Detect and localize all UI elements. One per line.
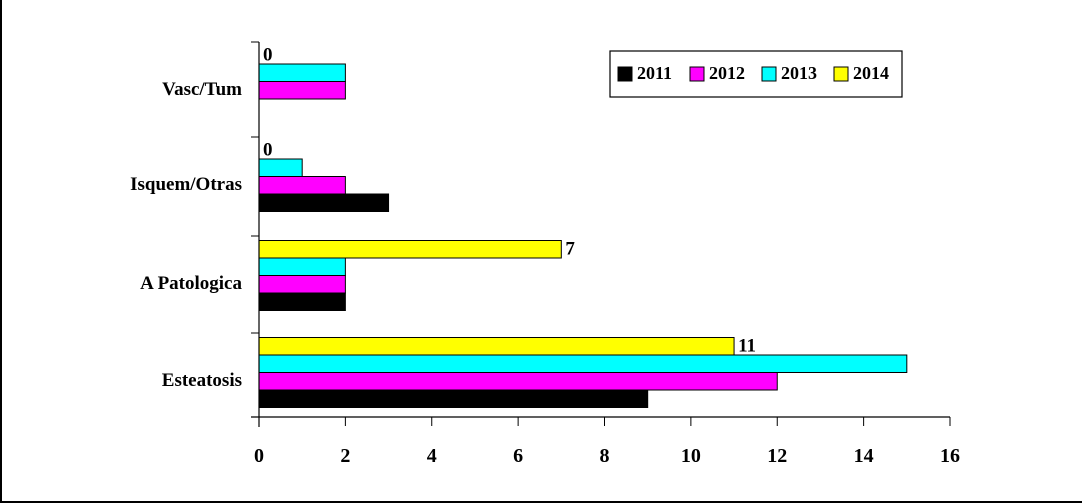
category-label-esteatosis: Esteatosis xyxy=(162,370,242,391)
legend-label-2014: 2014 xyxy=(853,63,889,83)
bar-esteatosis-2014 xyxy=(258,337,735,356)
data-label-isquem-otras: 0 xyxy=(263,140,273,161)
bar-vasc-tum-2012 xyxy=(258,81,346,100)
x-tick-label-2: 2 xyxy=(340,445,350,467)
legend-swatch-2014 xyxy=(833,66,849,82)
category-label-vasc-tum: Vasc/Tum xyxy=(162,79,242,100)
bar-a-patologica-2013 xyxy=(258,257,346,276)
bar-a-patologica-2014 xyxy=(258,240,562,259)
legend-label-2013: 2013 xyxy=(781,63,817,83)
bar-vasc-tum-2013 xyxy=(258,63,346,82)
x-tick-label-8: 8 xyxy=(600,445,610,467)
data-label-a-patologica: 7 xyxy=(565,239,575,260)
legend-label-2011: 2011 xyxy=(637,63,672,83)
legend-box xyxy=(609,50,903,98)
bar-a-patologica-2012 xyxy=(258,275,346,294)
bar-isquem-otras-2013 xyxy=(258,158,303,177)
x-tick-label-4: 4 xyxy=(427,445,437,467)
bar-isquem-otras-2011 xyxy=(258,193,390,212)
bar-esteatosis-2012 xyxy=(258,372,778,391)
x-tick-label-0: 0 xyxy=(254,445,264,467)
bar-esteatosis-2011 xyxy=(258,389,649,408)
legend-swatch-2011 xyxy=(617,66,633,82)
legend-swatch-2013 xyxy=(761,66,777,82)
data-label-esteatosis: 11 xyxy=(738,336,756,357)
x-tick-label-12: 12 xyxy=(767,445,787,467)
category-label-a-patologica: A Patologica xyxy=(140,273,242,294)
bar-esteatosis-2013 xyxy=(258,354,908,373)
x-tick-label-10: 10 xyxy=(681,445,701,467)
bar-a-patologica-2011 xyxy=(258,292,346,311)
data-label-vasc-tum: 0 xyxy=(263,45,273,66)
bar-isquem-otras-2012 xyxy=(258,176,346,195)
category-label-isquem-otras: Isquem/Otras xyxy=(130,174,242,195)
x-tick-label-14: 14 xyxy=(854,445,874,467)
legend-swatch-2012 xyxy=(689,66,705,82)
legend-label-2012: 2012 xyxy=(709,63,745,83)
x-tick-label-16: 16 xyxy=(940,445,960,467)
x-tick-label-6: 6 xyxy=(513,445,523,467)
